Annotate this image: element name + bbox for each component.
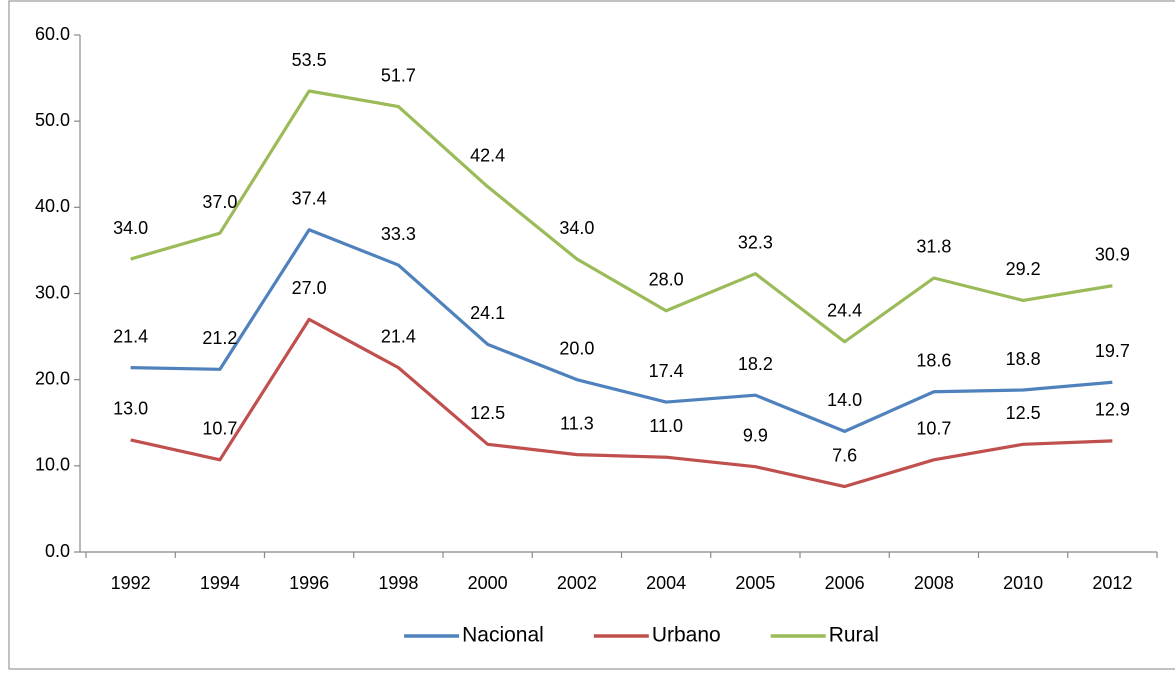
- data-label: 51.7: [381, 65, 416, 85]
- data-label: 24.4: [827, 301, 862, 321]
- data-label: 33.3: [381, 224, 416, 244]
- data-label: 21.2: [202, 328, 237, 348]
- data-label: 18.6: [916, 350, 951, 370]
- data-label: 29.2: [1006, 259, 1041, 279]
- series-line: [130, 317, 1113, 489]
- data-label: 12.9: [1095, 400, 1130, 420]
- data-label: 34.0: [559, 218, 594, 238]
- y-tick-label: 60.0: [35, 24, 70, 44]
- data-label: 37.4: [292, 188, 327, 208]
- data-label: 37.0: [202, 192, 237, 212]
- data-label: 24.1: [470, 303, 505, 323]
- x-tick-label: 2010: [1003, 573, 1043, 593]
- data-label: 19.7: [1095, 341, 1130, 361]
- data-label: 10.7: [916, 419, 951, 439]
- x-tick-label: 1996: [289, 573, 329, 593]
- legend-label: Rural: [829, 624, 879, 647]
- x-tick-label: 1998: [378, 573, 418, 593]
- legend-label: Urbano: [652, 624, 721, 647]
- data-label: 12.5: [1006, 403, 1041, 423]
- data-label: 28.0: [649, 269, 684, 289]
- data-label: 11.3: [560, 413, 594, 433]
- x-tick-label: 1994: [200, 573, 240, 593]
- data-label: 10.7: [202, 419, 237, 439]
- data-label: 42.4: [470, 145, 505, 165]
- data-label: 21.4: [381, 326, 416, 346]
- series-line: [130, 228, 1113, 433]
- y-tick-label: 30.0: [35, 282, 70, 302]
- series-line: [130, 89, 1113, 344]
- data-label: 18.2: [738, 354, 773, 374]
- data-label: 9.9: [743, 425, 768, 445]
- y-tick-label: 40.0: [35, 196, 70, 216]
- x-tick-label: 2006: [825, 573, 865, 593]
- data-label: 17.4: [649, 361, 684, 381]
- data-label: 13.0: [113, 399, 148, 419]
- data-label: 7.6: [832, 445, 857, 465]
- x-tick-label: 2005: [735, 573, 775, 593]
- x-tick-label: 2008: [914, 573, 954, 593]
- data-label: 20.0: [559, 338, 594, 358]
- x-tick-label: 2004: [646, 573, 686, 593]
- x-tick-label: 2002: [557, 573, 597, 593]
- data-label: 32.3: [738, 232, 773, 252]
- x-tick-label: 2012: [1092, 573, 1132, 593]
- y-tick-label: 50.0: [35, 110, 70, 130]
- data-label: 30.9: [1095, 244, 1130, 264]
- data-label: 12.5: [470, 403, 505, 423]
- y-tick-label: 20.0: [35, 368, 70, 388]
- chart-frame: [8, 0, 1175, 670]
- data-label: 53.5: [292, 50, 327, 70]
- data-label: 27.0: [292, 278, 327, 298]
- data-label: 18.8: [1006, 349, 1041, 369]
- y-tick-label: 10.0: [35, 455, 70, 475]
- data-label: 14.0: [827, 390, 862, 410]
- x-tick-label: 2000: [468, 573, 508, 593]
- data-label: 34.0: [113, 218, 148, 238]
- data-label: 21.4: [113, 326, 148, 346]
- data-label: 31.8: [916, 237, 951, 257]
- data-label: 11.0: [649, 416, 683, 436]
- y-tick-label: 0.0: [45, 541, 70, 561]
- x-tick-label: 1992: [111, 573, 151, 593]
- legend-label: Nacional: [462, 624, 544, 647]
